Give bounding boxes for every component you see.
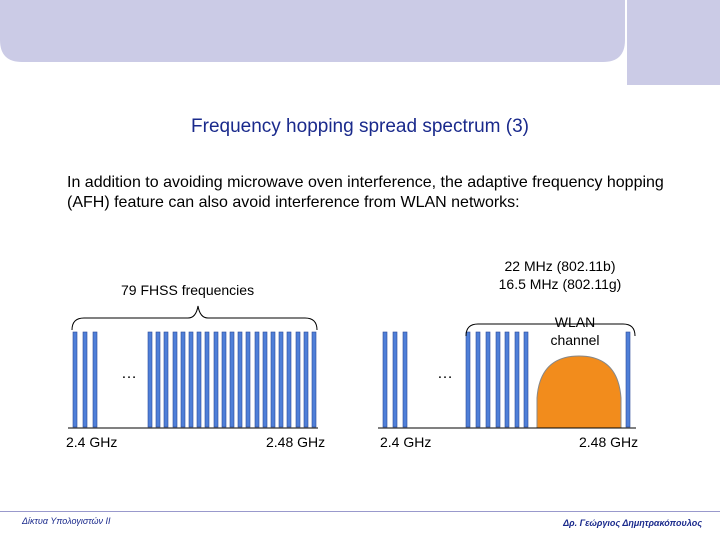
left-ellipsis: …: [121, 365, 137, 382]
frequency-bar: [245, 331, 251, 428]
frequency-bar: [402, 331, 408, 428]
bandwidth-80211b: 22 MHz (802.11b): [504, 258, 616, 274]
frequency-bar: [180, 331, 186, 428]
frequency-bar: [392, 331, 398, 428]
frequency-bar: [514, 331, 520, 428]
frequency-bar: [229, 331, 235, 428]
wlan-label-line2: channel: [550, 332, 600, 348]
left-frequency-bars: [72, 331, 317, 428]
frequency-bar: [382, 331, 388, 428]
left-freq-low: 2.4 GHz: [66, 434, 118, 450]
frequency-bar: [155, 331, 161, 428]
fhss-frequencies-label: 79 FHSS frequencies: [121, 282, 255, 298]
frequency-bar: [278, 331, 284, 428]
bandwidth-label: 22 MHz (802.11b) 16.5 MHz (802.11g): [480, 257, 640, 293]
frequency-bar: [465, 331, 471, 428]
frequency-bar: [254, 331, 260, 428]
frequency-bar: [196, 331, 202, 428]
frequency-bar: [213, 331, 219, 428]
frequency-bar: [188, 331, 194, 428]
frequency-bar: [92, 331, 98, 428]
slide-title: Frequency hopping spread spectrum (3): [191, 116, 529, 137]
frequency-bar: [163, 331, 169, 428]
frequency-bar: [311, 331, 317, 428]
frequency-bar: [72, 331, 78, 428]
frequency-bar: [147, 331, 153, 428]
frequency-bar: [504, 331, 510, 428]
bandwidth-bracket: [465, 323, 636, 337]
frequency-bar: [303, 331, 309, 428]
frequency-range-brace: [71, 305, 318, 331]
right-freq-high: 2.48 GHz: [579, 434, 639, 450]
bandwidth-80211g: 16.5 MHz (802.11g): [498, 276, 622, 292]
footer-author: Δρ. Γεώργιος Δημητρακόπουλος: [563, 518, 702, 528]
frequency-bar: [237, 331, 243, 428]
frequency-bar: [262, 331, 268, 428]
wlan-label-line1: WLAN: [554, 314, 596, 330]
header-banner: [0, 0, 720, 85]
right-freq-low: 2.4 GHz: [380, 434, 432, 450]
frequency-bar: [82, 331, 88, 428]
frequency-bar: [523, 331, 529, 428]
frequency-bar: [204, 331, 210, 428]
left-freq-high: 2.48 GHz: [266, 434, 326, 450]
frequency-bar: [485, 331, 491, 428]
frequency-bar: [295, 331, 301, 428]
frequency-bar: [270, 331, 276, 428]
frequency-bar: [625, 331, 631, 428]
footer-course: Δίκτυα Υπολογιστών ΙΙ: [22, 516, 111, 526]
frequency-bar: [475, 331, 481, 428]
right-frequency-bars: [382, 331, 631, 428]
frequency-bar: [172, 331, 178, 428]
frequency-bar: [221, 331, 227, 428]
slide-body-text: In addition to avoiding microwave oven i…: [67, 174, 664, 211]
wlan-channel-shape: [536, 355, 622, 429]
frequency-bar: [495, 331, 501, 428]
right-ellipsis: …: [437, 365, 453, 382]
frequency-bar: [286, 331, 292, 428]
wlan-channel-label: WLAN channel: [530, 313, 620, 349]
footer-divider: [0, 511, 720, 512]
